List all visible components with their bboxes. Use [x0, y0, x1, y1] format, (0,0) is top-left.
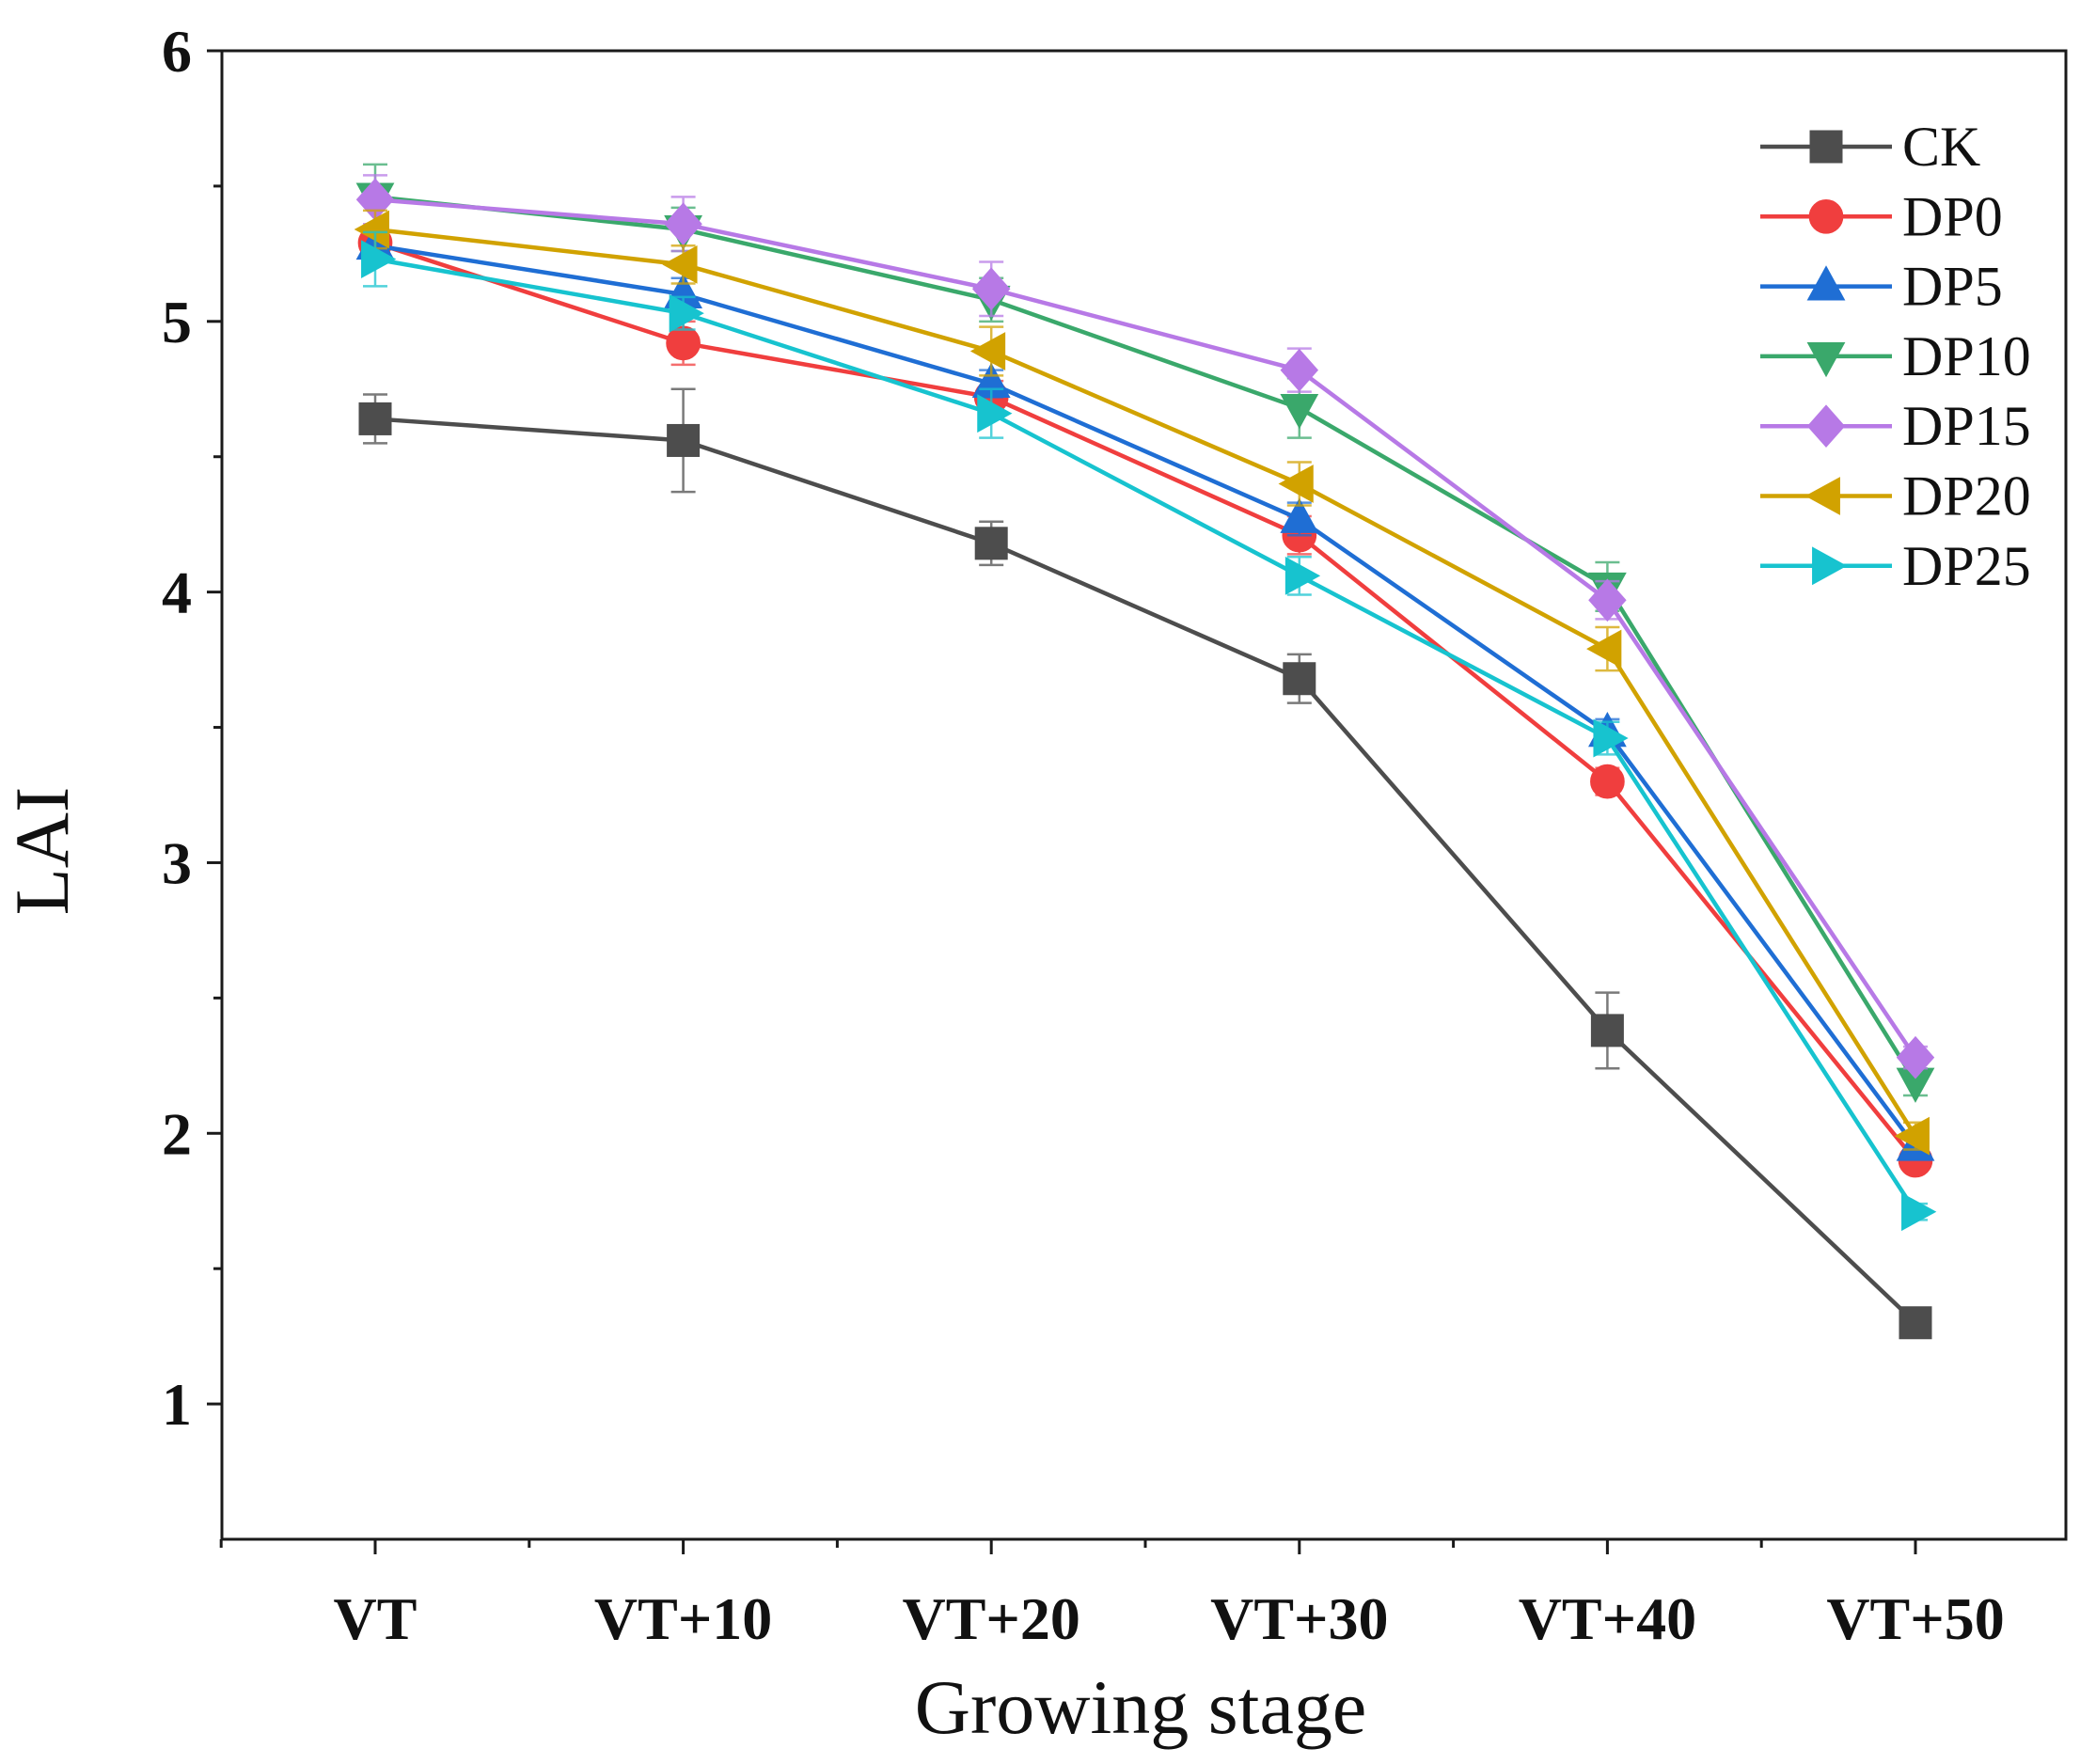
point-dp15-vt-40	[1588, 578, 1627, 622]
point-dp15-vt-30	[1280, 348, 1319, 392]
point-dp10-vt-30	[1280, 393, 1319, 430]
plot-frame	[220, 49, 2068, 1541]
point-dp0-vt-40	[1590, 764, 1625, 799]
legend-entry-dp10: DP10	[1760, 325, 2031, 387]
series-line-ck	[374, 417, 1917, 1325]
point-dp20-vt-20	[969, 332, 1006, 370]
point-dp5-vt-30	[1280, 497, 1319, 533]
legend-label-dp10: DP10	[1902, 325, 2031, 387]
point-dp15-vt-20	[971, 267, 1011, 311]
point-dp20-vt-40	[1586, 629, 1622, 669]
series-dp25	[361, 230, 1937, 1232]
legend-entry-dp20: DP20	[1760, 465, 2031, 528]
legend-marker-dp5	[1806, 265, 1846, 301]
legend: CK DP0 DP5 DP10 DP15 DP20 DP25	[1760, 116, 2031, 597]
y-tick-label-3: 3	[162, 829, 192, 896]
legend-marker-dp25	[1812, 546, 1848, 586]
plot-border	[220, 49, 2068, 1541]
point-dp20-vt-10	[662, 244, 698, 284]
point-ck-vt	[358, 402, 392, 435]
series-ck	[358, 387, 1932, 1340]
y-tick-label-2: 2	[162, 1100, 192, 1167]
point-dp25-vt-10	[669, 293, 704, 333]
point-dp20-vt-30	[1278, 465, 1314, 503]
x-tick-label-vt-50: VT+50	[1826, 1585, 2004, 1652]
x-tick-label-vt-20: VT+20	[903, 1585, 1080, 1652]
x-tick-label-vt-30: VT+30	[1210, 1585, 1388, 1652]
series-line-dp0	[374, 241, 1917, 1162]
point-ck-vt-10	[667, 423, 701, 457]
point-dp20-vt-50	[1894, 1116, 1930, 1156]
legend-entry-ck: CK	[1760, 116, 1980, 178]
x-tick-label-vt-40: VT+40	[1519, 1585, 1696, 1652]
legend-entry-dp25: DP25	[1760, 535, 2031, 597]
legend-label-dp15: DP15	[1902, 395, 2031, 457]
series-layer	[354, 163, 1937, 1340]
legend-marker-dp10	[1806, 341, 1846, 378]
point-dp25-vt	[361, 240, 397, 279]
y-tick-label-5: 5	[162, 289, 192, 355]
legend-marker-ck	[1809, 130, 1843, 164]
point-dp0-vt-10	[666, 325, 701, 361]
point-dp25-vt-40	[1593, 718, 1629, 758]
point-dp15-vt-50	[1896, 1035, 1935, 1079]
point-ck-vt-40	[1590, 1014, 1624, 1047]
x-axis: VT VT+10 VT+20 VT+30 VT+40 VT+50	[219, 1539, 2005, 1652]
point-dp15-vt-10	[664, 202, 702, 246]
legend-label-dp25: DP25	[1902, 535, 2031, 597]
point-dp20-vt	[354, 210, 389, 249]
x-tick-label-vt: VT	[334, 1585, 418, 1652]
x-axis-label: Growing stage	[915, 1664, 1367, 1750]
series-dp15	[355, 174, 1935, 1079]
legend-marker-dp20	[1804, 477, 1840, 515]
legend-label-dp20: DP20	[1902, 465, 2031, 528]
series-dp10	[355, 163, 1935, 1103]
series-line-dp5	[374, 244, 1917, 1149]
y-axis-label: LAI	[0, 787, 85, 916]
point-dp25-vt-30	[1284, 556, 1321, 595]
point-dp25-vt-20	[977, 394, 1013, 433]
y-tick-label-6: 6	[162, 18, 192, 85]
legend-label-dp0: DP0	[1902, 185, 2003, 247]
series-dp0	[357, 226, 1933, 1178]
x-tick-label-vt-10: VT+10	[594, 1585, 772, 1652]
series-dp5	[355, 224, 1935, 1161]
point-dp25-vt-50	[1901, 1192, 1937, 1232]
legend-marker-dp0	[1808, 198, 1844, 234]
legend-entry-dp15: DP15	[1760, 395, 2031, 457]
legend-marker-dp15	[1806, 404, 1846, 449]
y-axis: 1 2 3 4 5 6	[162, 18, 222, 1438]
point-ck-vt-20	[974, 527, 1008, 560]
y-tick-label-1: 1	[162, 1371, 192, 1438]
legend-label-ck: CK	[1902, 116, 1980, 178]
legend-entry-dp5: DP5	[1760, 256, 2003, 318]
series-line-dp25	[374, 257, 1917, 1213]
point-ck-vt-30	[1283, 662, 1316, 696]
series-line-dp20	[374, 227, 1917, 1138]
series-line-dp10	[374, 195, 1917, 1083]
y-tick-label-4: 4	[162, 559, 192, 626]
series-dp20	[354, 209, 1930, 1156]
series-line-dp15	[374, 197, 1917, 1059]
point-ck-vt-50	[1899, 1306, 1932, 1340]
legend-entry-dp0: DP0	[1760, 185, 2003, 247]
legend-label-dp5: DP5	[1902, 256, 2003, 318]
